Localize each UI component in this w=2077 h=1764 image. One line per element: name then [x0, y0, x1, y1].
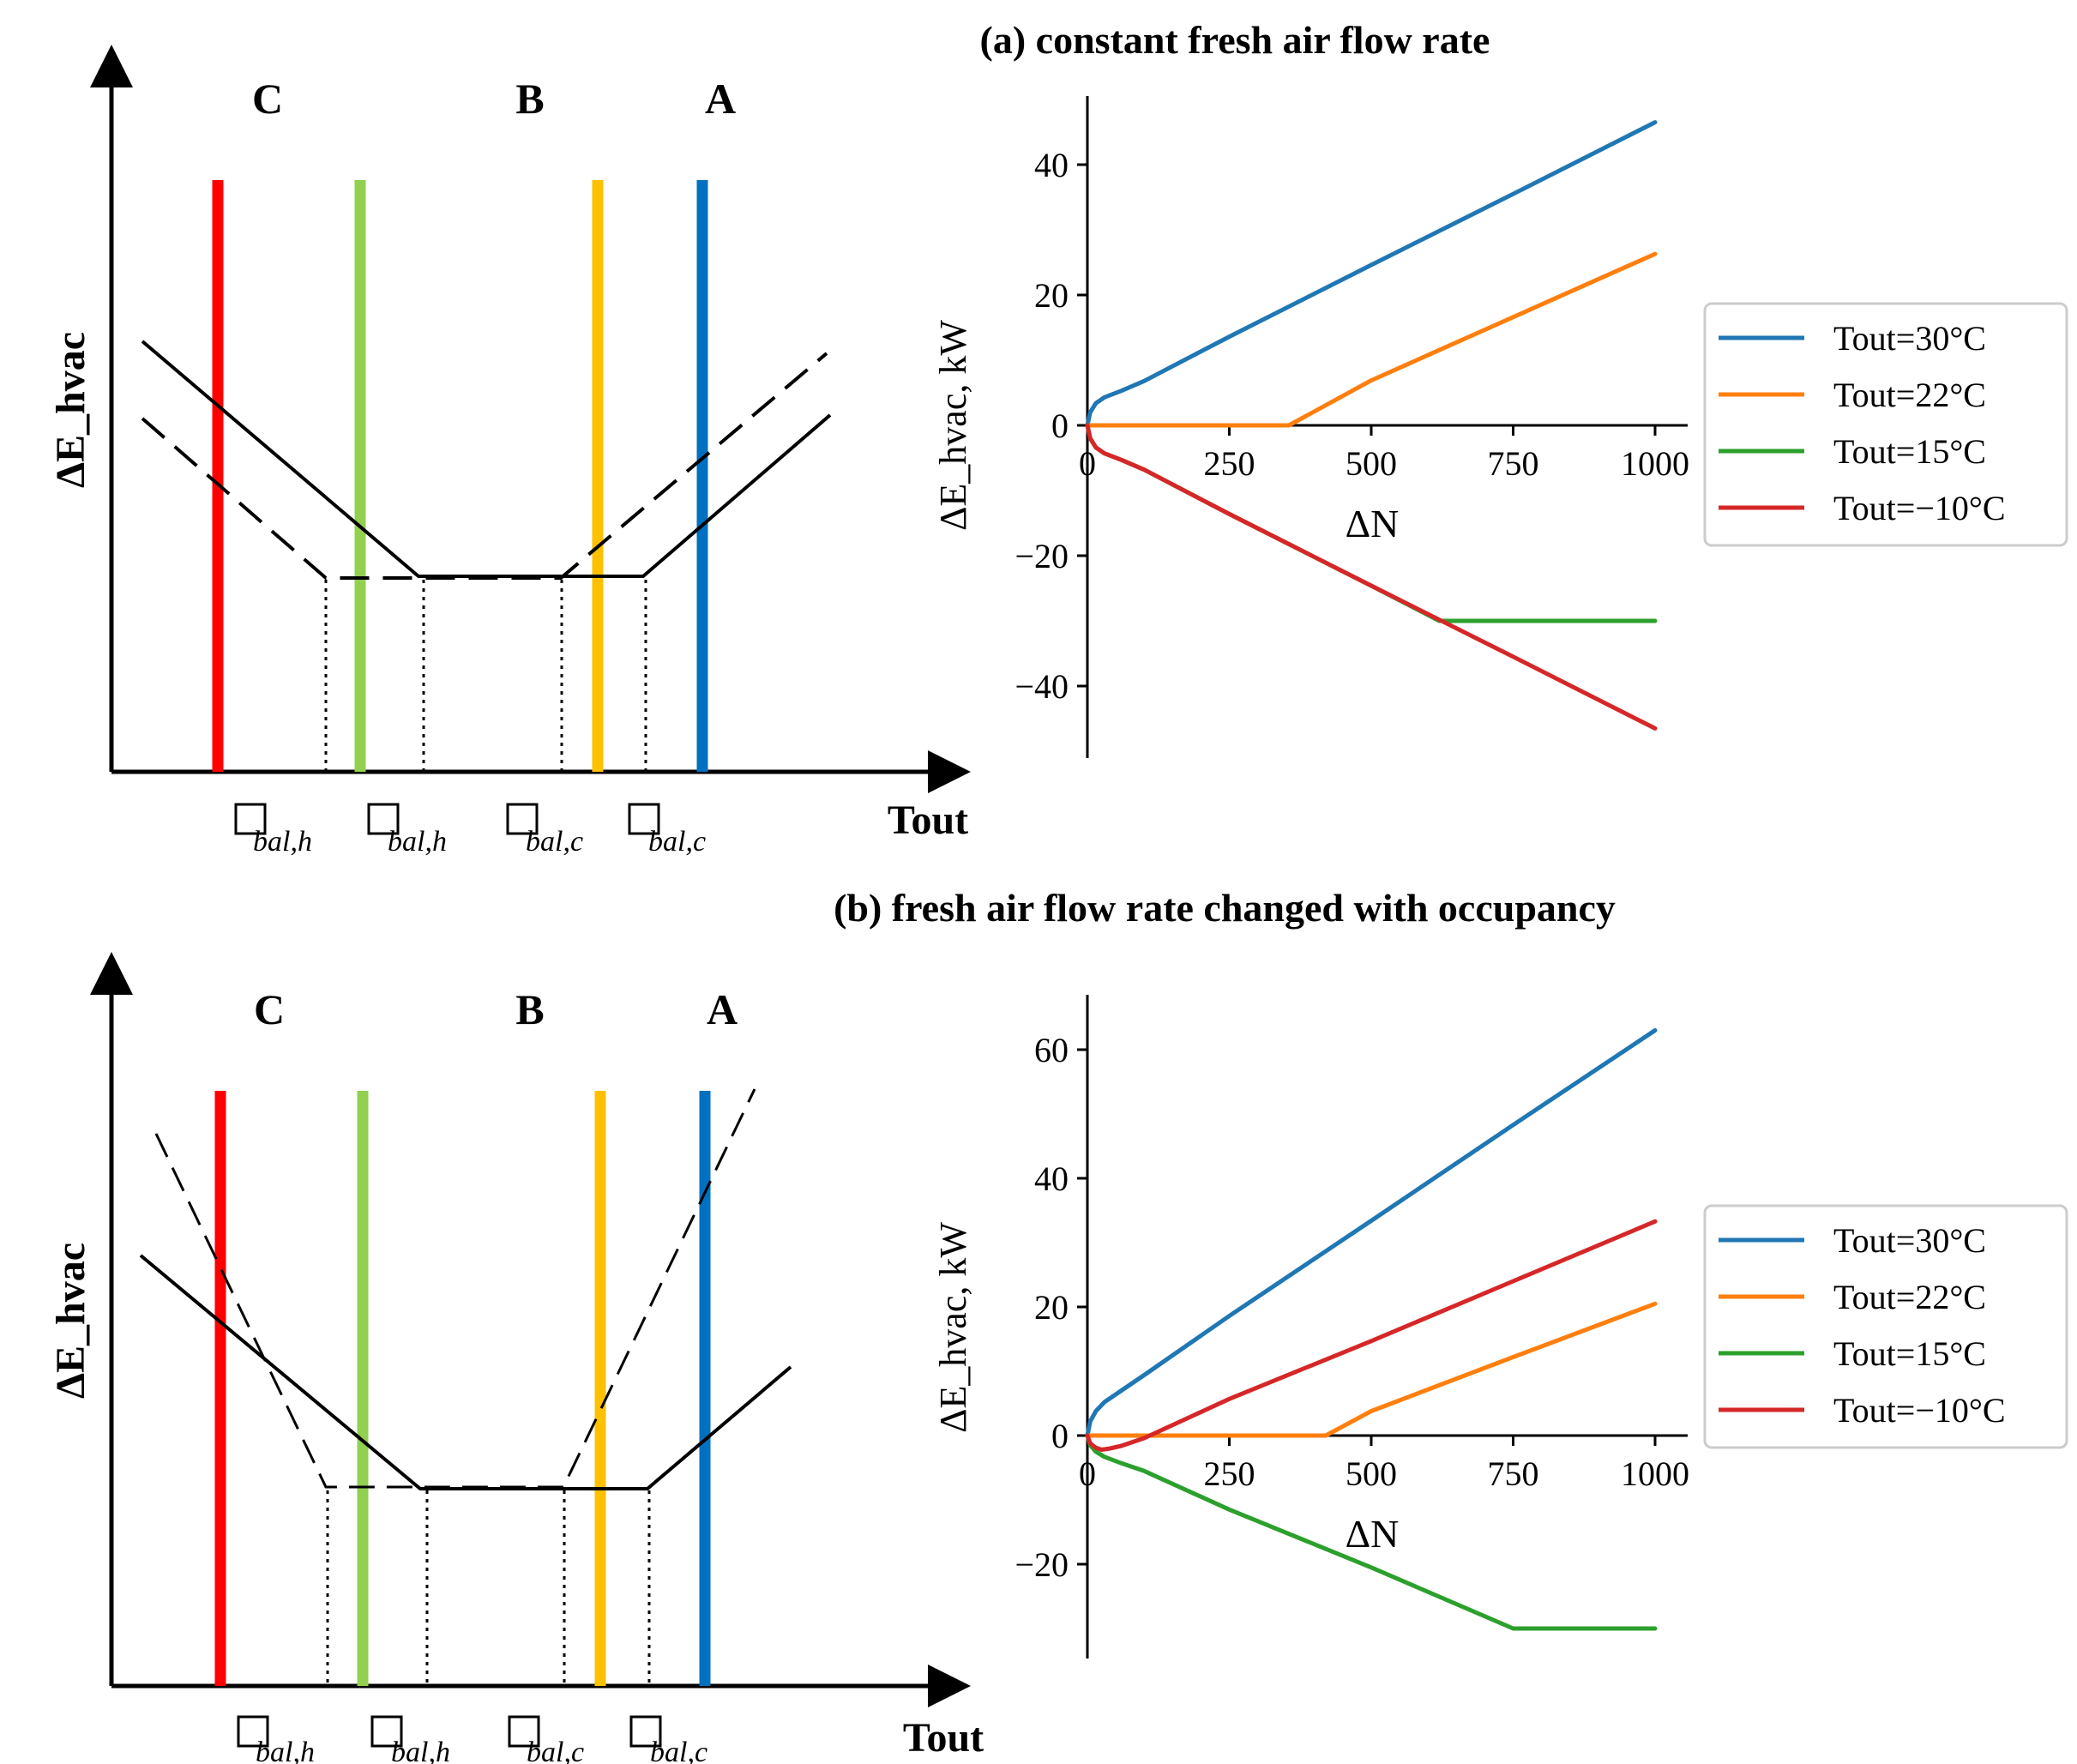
plot-b-legend-box [1703, 1204, 2068, 1449]
schematic-b-tick-2: bal,h [370, 1715, 450, 1764]
schematic-b-solid-curve [139, 1254, 792, 1490]
plot-a-ytick-label: −20 [1014, 537, 1069, 575]
plot-b-x-ticks: 0 250 500 750 1000 [1079, 1436, 1689, 1493]
schematic-a-solid-curve [141, 340, 832, 578]
plot-a-xtick-label: 0 [1079, 444, 1096, 483]
plot-a-title: (a) constant fresh air flow rate [980, 18, 1490, 62]
schematic-a-tick-1-sub: bal,h [253, 826, 312, 858]
plot-a: (a) constant fresh air flow rate −40 −20 0… [932, 18, 2068, 758]
schematic-a-tick-2-sub: bal,h [388, 826, 447, 858]
plot-b-ylabel: ΔE_hvac, kW [932, 1222, 974, 1433]
schematic-b-region-b: B [515, 985, 544, 1033]
schematic-a-tick-4: bal,c [628, 803, 706, 858]
schematic-b-tick-2-sub: bal,h [391, 1737, 450, 1764]
schematic-b-tick-1: bal,h [237, 1715, 315, 1764]
schematic-a-dashed-curve [141, 352, 828, 580]
plot-a-y-ticks: −40 −20 0 20 40 [1014, 146, 1087, 706]
plot-a-ylabel: ΔE_hvac, kW [932, 320, 974, 531]
schematic-b-tick-3: bal,c [508, 1715, 584, 1764]
legend-label-tout-15: Tout=15°C [1833, 432, 1986, 471]
plot-b-series-tout-15 [1085, 1433, 1658, 1631]
plot-a-ytick-label: 40 [1034, 146, 1069, 184]
schematic-b-tick-4: bal,c [629, 1715, 707, 1764]
plot-a-series [1085, 120, 1658, 731]
schematic-a-tick-2: bal,h [367, 803, 447, 858]
plot-a-series-tout-30 [1085, 120, 1658, 428]
plot-b-xtick-label: 500 [1346, 1454, 1397, 1493]
plot-b-ytick-label: 20 [1034, 1288, 1069, 1327]
plot-b-y-ticks: −20 0 20 40 60 [1014, 1031, 1087, 1584]
plot-b-ytick-label: 60 [1034, 1031, 1069, 1069]
schematic-a-xlabel: Tout [888, 798, 968, 843]
plot-b-series-tout-minus-10 [1085, 1219, 1658, 1452]
plot-a-ytick-label: −40 [1014, 667, 1069, 706]
plot-a-series-tout-22 [1085, 251, 1658, 428]
schematic-b-tick-4-sub: bal,c [650, 1737, 707, 1764]
schematic-a-tick-3-sub: bal,c [526, 826, 583, 858]
schematic-b-ylabel: ΔE_hvac [48, 1243, 93, 1399]
legend-label-tout-22: Tout=22°C [1833, 376, 1986, 414]
schematic-a-tick-4-sub: bal,c [648, 826, 706, 858]
plot-a-x-ticks: 0 250 500 750 1000 [1079, 425, 1689, 483]
plot-b: (b) fresh air flow rate changed with occ… [834, 886, 2068, 1659]
plot-b-ytick-label: 0 [1051, 1417, 1069, 1455]
plot-b-series-tout-22 [1085, 1301, 1658, 1438]
schematic-a-region-b: B [515, 75, 544, 123]
schematic-a-tick-1: bal,h [234, 803, 312, 858]
plot-b-xtick-label: 250 [1204, 1454, 1255, 1493]
schematic-b: ΔE_hvac Tout C B A bal,h bal,h bal,c bal… [48, 952, 984, 1764]
schematic-a-region-a: A [705, 75, 736, 123]
legend-label-tout-minus-10: Tout=−10°C [1833, 489, 2006, 527]
plot-b-xtick-label: 750 [1488, 1454, 1539, 1493]
schematic-b-tick-1-sub: bal,h [256, 1737, 315, 1764]
plot-a-xlabel: ΔN [1346, 502, 1400, 545]
schematic-a: ΔE_hvac Tout C B A bal,h bal,h bal,c bal… [48, 45, 971, 858]
legend-label-tout-30: Tout=30°C [1833, 319, 1986, 358]
schematic-b-tick-3-sub: bal,c [527, 1737, 584, 1764]
plot-a-legend-box [1703, 302, 2068, 547]
plot-b-series [1085, 1028, 1658, 1631]
schematic-b-dashed-curve [154, 1088, 756, 1489]
plot-a-series-tout-minus-10 [1085, 423, 1658, 731]
schematic-b-region-a: A [707, 985, 737, 1033]
plot-a-xtick-label: 750 [1488, 444, 1539, 483]
schematic-a-ylabel: ΔE_hvac [48, 332, 93, 488]
schematic-b-xlabel: Tout [903, 1715, 984, 1761]
plot-b-ytick-label: 40 [1034, 1159, 1069, 1198]
schematic-a-region-c: C [252, 75, 283, 123]
legend-label-tout-22: Tout=22°C [1833, 1278, 1986, 1316]
plot-a-xtick-label: 250 [1204, 444, 1255, 483]
schematic-a-tick-3: bal,c [506, 803, 583, 858]
legend-label-tout-15: Tout=15°C [1833, 1334, 1986, 1373]
plot-b-ytick-label: −20 [1014, 1545, 1069, 1584]
schematic-b-region-c: C [254, 985, 285, 1033]
plot-a-legend: Tout=30°C Tout=22°C Tout=15°C Tout=−10°C [1703, 302, 2068, 547]
legend-label-tout-minus-10: Tout=−10°C [1833, 1391, 2006, 1430]
plot-a-ytick-label: 0 [1051, 406, 1069, 445]
legend-label-tout-30: Tout=30°C [1833, 1221, 1986, 1260]
plot-b-series-tout-30 [1085, 1028, 1658, 1438]
plot-b-legend: Tout=30°C Tout=22°C Tout=15°C Tout=−10°C [1703, 1204, 2068, 1449]
plot-a-xtick-label: 500 [1346, 444, 1397, 483]
plot-b-xtick-label: 1000 [1621, 1454, 1689, 1493]
plot-a-xtick-label: 1000 [1621, 444, 1689, 483]
plot-b-title: (b) fresh air flow rate changed with occ… [834, 886, 1616, 930]
plot-b-xtick-label: 0 [1079, 1454, 1096, 1493]
plot-a-ytick-label: 20 [1034, 276, 1069, 315]
plot-b-xlabel: ΔN [1346, 1512, 1400, 1556]
